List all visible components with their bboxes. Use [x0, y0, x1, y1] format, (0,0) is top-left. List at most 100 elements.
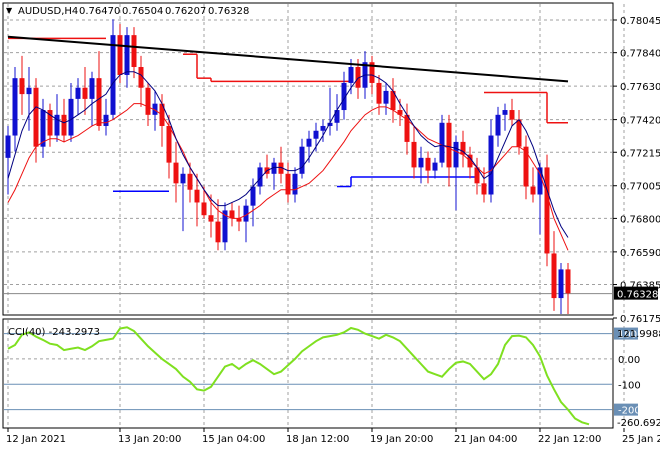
- candle: [551, 231, 557, 311]
- candle-body: [551, 253, 557, 299]
- resistance-trendline: [7, 35, 569, 83]
- candle: [12, 67, 18, 152]
- candle-body: [376, 82, 382, 104]
- candle: [138, 55, 144, 107]
- cci-line: [7, 326, 590, 426]
- candle: [418, 146, 424, 184]
- candle-body: [187, 173, 193, 190]
- price-grid: [4, 4, 625, 314]
- candle-body: [397, 110, 403, 115]
- candle-body: [523, 146, 529, 187]
- candle: [89, 71, 95, 126]
- candle: [145, 82, 151, 126]
- candle-body: [47, 110, 53, 136]
- candle: [544, 154, 550, 267]
- candle: [558, 263, 564, 315]
- moving-averages: [7, 71, 569, 251]
- candle-body: [166, 125, 172, 163]
- candle-body: [299, 146, 305, 174]
- candle-body: [222, 210, 228, 243]
- candle: [502, 103, 508, 131]
- candle: [299, 138, 305, 179]
- candle: [180, 167, 186, 232]
- header-symbol: AUDUSD,H4: [18, 6, 78, 17]
- candle-body: [453, 141, 459, 168]
- candle-body: [411, 141, 417, 168]
- candle-body: [460, 141, 466, 155]
- candle: [495, 106, 501, 147]
- header-open: 0.76470: [79, 6, 120, 17]
- candle: [327, 87, 333, 136]
- candle-body: [180, 173, 186, 184]
- price-tick-label: 0.77215: [620, 148, 660, 159]
- cci-level-label: 0.00: [618, 355, 640, 366]
- candle-body: [278, 162, 284, 174]
- candle: [173, 141, 179, 203]
- candle: [383, 82, 389, 115]
- candle-body: [103, 114, 109, 126]
- time-tick-label: 22 Jan 12:00: [538, 434, 601, 445]
- price-tick-label: 0.76800: [620, 214, 660, 225]
- price-tick-label: 0.77840: [620, 49, 660, 60]
- candle-body: [306, 138, 312, 147]
- candle: [390, 78, 396, 123]
- time-tick-label: 19 Jan 20:00: [370, 434, 433, 445]
- price-panel[interactable]: 0.78045 0.77840 0.77630 0.77420 0.77215 0.770…: [2, 2, 660, 325]
- candle-body: [96, 78, 102, 126]
- time-tick-label: 18 Jan 12:00: [286, 434, 349, 445]
- price-tick-label: 0.76175: [620, 314, 660, 325]
- candle-body: [495, 114, 501, 136]
- candle: [376, 74, 382, 115]
- candle-body: [229, 210, 235, 219]
- candle: [152, 90, 158, 131]
- candle-body: [54, 114, 60, 136]
- candle: [131, 27, 137, 79]
- price-tick-label: 0.77630: [620, 82, 660, 93]
- candle: [530, 167, 536, 203]
- candle-body: [131, 35, 137, 68]
- candle: [110, 19, 116, 120]
- cci-panel-border: [2, 318, 614, 429]
- price-tick-label: 0.77005: [620, 182, 660, 193]
- current-price-badge: [614, 286, 658, 300]
- candle: [523, 135, 529, 200]
- candle: [40, 98, 46, 158]
- candle-body: [558, 269, 564, 299]
- candle: [124, 27, 130, 88]
- candle: [103, 98, 109, 136]
- candle-body: [544, 167, 550, 254]
- candle: [194, 173, 200, 227]
- candle-body: [530, 186, 536, 195]
- candle-body: [236, 218, 242, 222]
- cci-level-lines: [4, 333, 612, 411]
- candle: [509, 98, 515, 126]
- candle-body: [292, 173, 298, 195]
- candle-body: [516, 119, 522, 147]
- candle: [75, 78, 81, 115]
- candle: [187, 162, 193, 203]
- candle-body: [124, 35, 130, 75]
- candle-body: [383, 90, 389, 104]
- candle-body: [257, 167, 263, 187]
- candle-body: [82, 87, 88, 99]
- candle-body: [418, 157, 424, 168]
- current-price-label: 0.76328: [617, 290, 658, 301]
- candle-body: [334, 110, 340, 123]
- time-tick-label: 15 Jan 04:00: [202, 434, 265, 445]
- candle-body: [152, 103, 158, 115]
- candle-body: [369, 62, 375, 83]
- header-low: 0.76207: [165, 6, 206, 17]
- slow-ma-line: [7, 103, 569, 251]
- candle-body: [19, 78, 25, 95]
- candle-body: [488, 135, 494, 195]
- candle-body: [12, 78, 18, 136]
- candle-body: [194, 189, 200, 203]
- header-close: 0.76328: [208, 6, 249, 17]
- candle: [26, 67, 32, 131]
- candle-body: [313, 130, 319, 139]
- price-tick-label: 0.76590: [620, 248, 660, 259]
- cci-panel[interactable]: 100 0.00 -100 -200 121.9988 -260.6923 CCI(40)…: [2, 318, 660, 429]
- candle: [82, 67, 88, 115]
